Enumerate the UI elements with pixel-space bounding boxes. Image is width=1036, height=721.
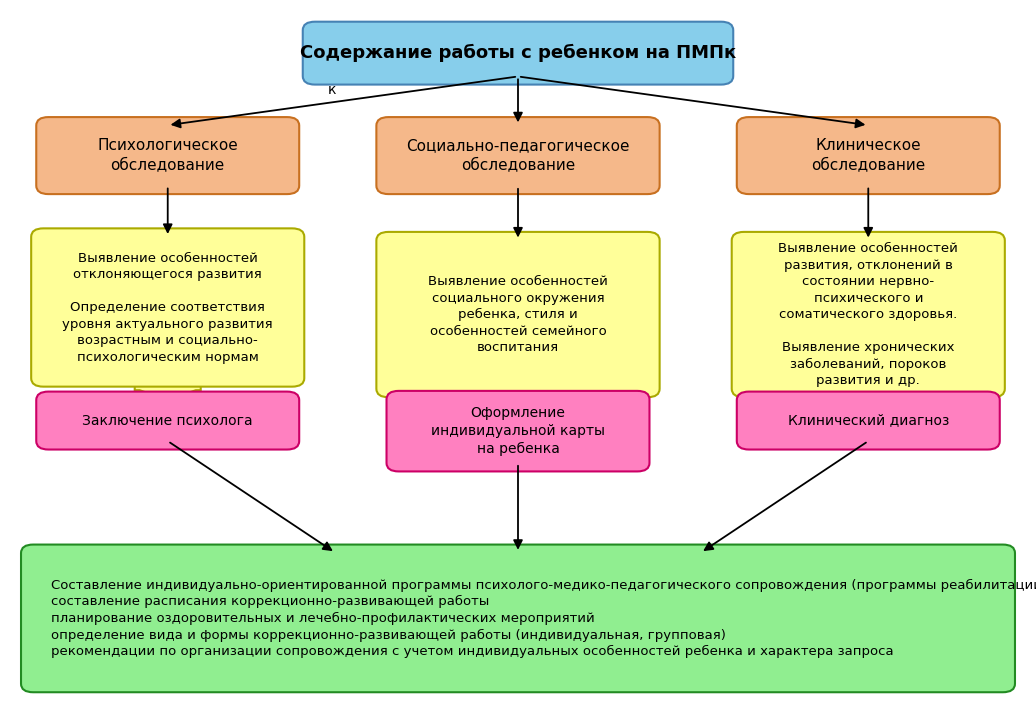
- Text: Клиническое
обследование: Клиническое обследование: [811, 138, 925, 173]
- FancyBboxPatch shape: [737, 392, 1000, 449]
- Text: Социально-педагогическое
обследование: Социально-педагогическое обследование: [406, 138, 630, 173]
- Polygon shape: [835, 389, 901, 400]
- FancyBboxPatch shape: [386, 391, 650, 472]
- Text: Содержание работы с ребенком на ПМПк: Содержание работы с ребенком на ПМПк: [300, 44, 736, 62]
- Text: Выявление особенностей
социального окружения
ребенка, стиля и
особенностей семей: Выявление особенностей социального окруж…: [428, 275, 608, 354]
- Text: Оформление
индивидуальной карты
на ребенка: Оформление индивидуальной карты на ребен…: [431, 406, 605, 456]
- Text: Психологическое
обследование: Психологическое обследование: [97, 138, 238, 173]
- Text: Клинический диагноз: Клинический диагноз: [787, 414, 949, 428]
- Text: к: к: [328, 83, 337, 97]
- Text: Выявление особенностей
отклоняющегося развития

Определение соответствия
уровня : Выявление особенностей отклоняющегося ра…: [62, 252, 274, 363]
- FancyBboxPatch shape: [21, 544, 1015, 692]
- Polygon shape: [485, 389, 551, 399]
- FancyBboxPatch shape: [376, 117, 660, 194]
- Text: Выявление особенностей
развития, отклонений в
состоянии нервно-
психического и
с: Выявление особенностей развития, отклоне…: [778, 242, 958, 387]
- FancyBboxPatch shape: [303, 22, 733, 84]
- FancyBboxPatch shape: [36, 117, 299, 194]
- FancyBboxPatch shape: [731, 232, 1005, 397]
- Text: Заключение психолога: Заключение психолога: [83, 414, 253, 428]
- Polygon shape: [135, 379, 201, 400]
- FancyBboxPatch shape: [737, 117, 1000, 194]
- Text: Составление индивидуально-ориентированной программы психолого-медико-педагогичес: Составление индивидуально-ориентированно…: [52, 579, 1036, 658]
- FancyBboxPatch shape: [31, 229, 305, 386]
- FancyBboxPatch shape: [36, 392, 299, 449]
- FancyBboxPatch shape: [376, 232, 660, 397]
